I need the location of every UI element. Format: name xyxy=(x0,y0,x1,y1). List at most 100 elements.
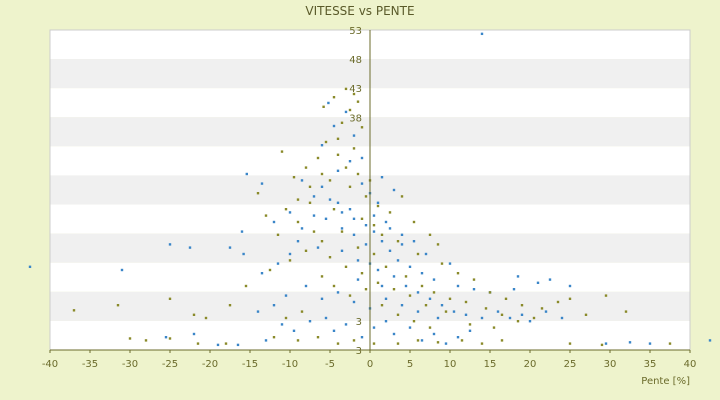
x-tick-label: 10 xyxy=(444,359,457,370)
data-point xyxy=(388,227,392,230)
data-point xyxy=(444,310,448,313)
data-point xyxy=(344,87,348,91)
data-point xyxy=(456,336,460,339)
data-point xyxy=(480,32,484,36)
data-point xyxy=(332,284,336,288)
data-point xyxy=(264,214,268,217)
data-point xyxy=(312,214,316,217)
data-point xyxy=(308,185,312,188)
data-point xyxy=(328,198,332,201)
data-point xyxy=(508,316,512,320)
data-point xyxy=(384,297,388,300)
data-point xyxy=(412,240,416,243)
data-point xyxy=(240,230,244,233)
data-point xyxy=(72,309,76,312)
y-tick-label: 53 xyxy=(349,26,362,37)
data-point xyxy=(380,240,384,243)
data-point xyxy=(116,304,120,307)
data-point xyxy=(328,256,332,259)
data-point xyxy=(400,233,404,236)
x-tick-label: -25 xyxy=(162,359,178,370)
data-point xyxy=(296,198,300,201)
x-tick-label: 0 xyxy=(367,359,373,370)
data-point xyxy=(260,272,264,275)
data-point xyxy=(404,275,408,278)
data-point xyxy=(396,313,400,316)
data-point xyxy=(308,320,312,323)
data-point xyxy=(188,246,192,249)
data-point xyxy=(448,297,452,300)
data-point xyxy=(316,156,320,160)
data-point xyxy=(416,291,420,294)
data-point xyxy=(356,259,360,262)
data-point xyxy=(604,342,608,345)
data-point xyxy=(468,329,472,332)
data-point xyxy=(280,323,284,326)
data-point xyxy=(604,294,608,297)
x-tick-label: 25 xyxy=(564,359,577,370)
x-tick-label: 5 xyxy=(407,359,413,370)
data-points xyxy=(28,32,712,347)
data-point xyxy=(708,339,712,342)
data-point xyxy=(372,326,376,329)
data-point xyxy=(356,172,360,176)
data-point xyxy=(356,100,360,103)
x-tick-label: 15 xyxy=(484,359,497,370)
data-point xyxy=(412,320,416,323)
data-point xyxy=(348,294,352,297)
data-point xyxy=(532,316,536,320)
data-point xyxy=(432,291,436,294)
data-point xyxy=(320,185,324,188)
data-point xyxy=(516,275,520,278)
data-point xyxy=(492,326,496,329)
data-point xyxy=(448,262,452,265)
data-point xyxy=(408,265,412,268)
data-point xyxy=(380,233,384,236)
data-point xyxy=(340,211,344,214)
data-point xyxy=(244,284,248,288)
data-point xyxy=(436,316,440,320)
data-point xyxy=(356,246,360,249)
data-point xyxy=(296,240,300,243)
data-point xyxy=(324,316,328,320)
data-point xyxy=(404,284,408,288)
data-point xyxy=(360,182,364,185)
data-point xyxy=(432,332,436,336)
data-point xyxy=(360,272,364,275)
data-point xyxy=(320,172,324,176)
chart-title: VITESSE vs PENTE xyxy=(305,4,414,18)
data-point xyxy=(336,137,340,140)
data-point xyxy=(344,323,348,326)
data-point xyxy=(245,172,248,176)
data-point xyxy=(384,265,388,268)
data-point xyxy=(327,101,330,105)
data-point xyxy=(322,105,325,108)
data-point xyxy=(396,240,400,243)
data-point xyxy=(304,284,308,288)
data-point xyxy=(320,144,324,147)
x-tick-label: 30 xyxy=(604,359,617,370)
data-point xyxy=(272,220,276,224)
data-point xyxy=(196,342,200,345)
data-point xyxy=(472,278,476,281)
data-point xyxy=(168,337,172,340)
data-point xyxy=(224,342,228,345)
data-point xyxy=(228,304,232,307)
data-point xyxy=(428,233,432,236)
y-tick-label: 48 xyxy=(349,55,362,66)
data-point xyxy=(628,341,632,344)
data-point xyxy=(452,310,456,313)
data-point xyxy=(332,96,336,99)
data-point xyxy=(204,316,208,320)
data-point xyxy=(344,265,348,268)
data-point xyxy=(216,343,220,347)
data-point xyxy=(340,121,344,124)
data-point xyxy=(168,243,172,246)
data-point xyxy=(372,252,376,256)
data-point xyxy=(340,249,344,252)
data-point xyxy=(256,192,260,195)
data-point xyxy=(288,211,292,214)
data-point xyxy=(400,243,404,246)
data-point xyxy=(332,124,336,128)
